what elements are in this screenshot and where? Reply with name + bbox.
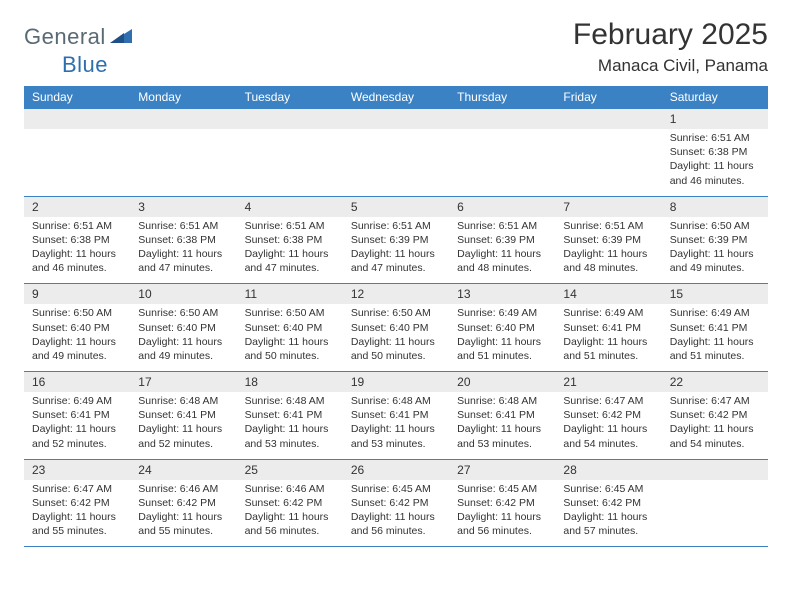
day-body: Sunrise: 6:46 AMSunset: 6:42 PMDaylight:…	[130, 480, 236, 547]
title-block: February 2025 Manaca Civil, Panama	[573, 18, 768, 76]
logo-text-general: General	[24, 24, 106, 50]
day-body	[343, 129, 449, 196]
day-body: Sunrise: 6:47 AMSunset: 6:42 PMDaylight:…	[24, 480, 130, 547]
day-number: 25	[237, 460, 343, 480]
day-body: Sunrise: 6:47 AMSunset: 6:42 PMDaylight:…	[662, 392, 768, 459]
week-row: 9101112131415 Sunrise: 6:50 AMSunset: 6:4…	[24, 283, 768, 371]
day-body	[237, 129, 343, 196]
day-body: Sunrise: 6:51 AMSunset: 6:38 PMDaylight:…	[130, 217, 236, 284]
day-body: Sunrise: 6:50 AMSunset: 6:40 PMDaylight:…	[130, 304, 236, 371]
day-body: Sunrise: 6:51 AMSunset: 6:38 PMDaylight:…	[662, 129, 768, 196]
day-number: 11	[237, 284, 343, 304]
day-number: 20	[449, 372, 555, 392]
day-number	[343, 109, 449, 129]
day-body: Sunrise: 6:45 AMSunset: 6:42 PMDaylight:…	[555, 480, 661, 547]
day-body	[449, 129, 555, 196]
weekday-header: Wednesday	[343, 86, 449, 108]
calendar-page: General February 2025 Manaca Civil, Pana…	[0, 0, 792, 547]
day-body: Sunrise: 6:50 AMSunset: 6:40 PMDaylight:…	[343, 304, 449, 371]
day-body	[662, 480, 768, 547]
brand-logo: General	[24, 24, 134, 50]
day-body: Sunrise: 6:48 AMSunset: 6:41 PMDaylight:…	[130, 392, 236, 459]
day-number: 1	[662, 109, 768, 129]
day-body: Sunrise: 6:51 AMSunset: 6:38 PMDaylight:…	[237, 217, 343, 284]
day-number: 2	[24, 197, 130, 217]
month-title: February 2025	[573, 18, 768, 52]
day-number	[449, 109, 555, 129]
day-number: 5	[343, 197, 449, 217]
week-row: 16171819202122 Sunrise: 6:49 AMSunset: 6:…	[24, 371, 768, 459]
day-number: 9	[24, 284, 130, 304]
weeks-container: 1Sunrise: 6:51 AMSunset: 6:38 PMDaylight…	[24, 108, 768, 547]
day-body: Sunrise: 6:48 AMSunset: 6:41 PMDaylight:…	[343, 392, 449, 459]
day-number	[130, 109, 236, 129]
weekday-header-row: SundayMondayTuesdayWednesdayThursdayFrid…	[24, 86, 768, 108]
day-body: Sunrise: 6:49 AMSunset: 6:41 PMDaylight:…	[662, 304, 768, 371]
weekday-header: Tuesday	[237, 86, 343, 108]
day-body: Sunrise: 6:48 AMSunset: 6:41 PMDaylight:…	[237, 392, 343, 459]
day-number: 19	[343, 372, 449, 392]
day-body: Sunrise: 6:49 AMSunset: 6:41 PMDaylight:…	[555, 304, 661, 371]
day-number	[24, 109, 130, 129]
day-body: Sunrise: 6:45 AMSunset: 6:42 PMDaylight:…	[449, 480, 555, 547]
day-body	[24, 129, 130, 196]
weekday-header: Sunday	[24, 86, 130, 108]
day-number: 22	[662, 372, 768, 392]
day-number	[555, 109, 661, 129]
day-number: 13	[449, 284, 555, 304]
day-body: Sunrise: 6:49 AMSunset: 6:40 PMDaylight:…	[449, 304, 555, 371]
day-number: 18	[237, 372, 343, 392]
day-number: 26	[343, 460, 449, 480]
location-label: Manaca Civil, Panama	[573, 56, 768, 76]
day-body: Sunrise: 6:51 AMSunset: 6:39 PMDaylight:…	[555, 217, 661, 284]
day-body: Sunrise: 6:50 AMSunset: 6:40 PMDaylight:…	[237, 304, 343, 371]
day-number: 24	[130, 460, 236, 480]
day-body	[130, 129, 236, 196]
day-body: Sunrise: 6:46 AMSunset: 6:42 PMDaylight:…	[237, 480, 343, 547]
week-row: 2345678 Sunrise: 6:51 AMSunset: 6:38 PMDa…	[24, 196, 768, 284]
day-number: 27	[449, 460, 555, 480]
day-number: 17	[130, 372, 236, 392]
day-body: Sunrise: 6:45 AMSunset: 6:42 PMDaylight:…	[343, 480, 449, 547]
weekday-header: Saturday	[662, 86, 768, 108]
day-number: 28	[555, 460, 661, 480]
weekday-header: Monday	[130, 86, 236, 108]
day-body	[555, 129, 661, 196]
day-number: 16	[24, 372, 130, 392]
day-number: 6	[449, 197, 555, 217]
day-number: 3	[130, 197, 236, 217]
day-body: Sunrise: 6:51 AMSunset: 6:38 PMDaylight:…	[24, 217, 130, 284]
day-body: Sunrise: 6:51 AMSunset: 6:39 PMDaylight:…	[343, 217, 449, 284]
logo-mark-icon	[110, 27, 132, 48]
day-number: 10	[130, 284, 236, 304]
week-row: 1Sunrise: 6:51 AMSunset: 6:38 PMDaylight…	[24, 108, 768, 196]
day-body: Sunrise: 6:50 AMSunset: 6:40 PMDaylight:…	[24, 304, 130, 371]
day-number: 7	[555, 197, 661, 217]
day-number: 23	[24, 460, 130, 480]
day-body: Sunrise: 6:51 AMSunset: 6:39 PMDaylight:…	[449, 217, 555, 284]
weekday-header: Thursday	[449, 86, 555, 108]
day-number: 12	[343, 284, 449, 304]
day-body: Sunrise: 6:50 AMSunset: 6:39 PMDaylight:…	[662, 217, 768, 284]
day-number: 15	[662, 284, 768, 304]
day-body: Sunrise: 6:48 AMSunset: 6:41 PMDaylight:…	[449, 392, 555, 459]
weekday-header: Friday	[555, 86, 661, 108]
day-number	[662, 460, 768, 480]
day-body: Sunrise: 6:47 AMSunset: 6:42 PMDaylight:…	[555, 392, 661, 459]
logo-text-blue: Blue	[62, 52, 108, 77]
week-row: 232425262728 Sunrise: 6:47 AMSunset: 6:42…	[24, 459, 768, 548]
day-number: 14	[555, 284, 661, 304]
day-number: 8	[662, 197, 768, 217]
calendar-grid: SundayMondayTuesdayWednesdayThursdayFrid…	[24, 86, 768, 547]
day-number	[237, 109, 343, 129]
day-body: Sunrise: 6:49 AMSunset: 6:41 PMDaylight:…	[24, 392, 130, 459]
day-number: 4	[237, 197, 343, 217]
day-number: 21	[555, 372, 661, 392]
